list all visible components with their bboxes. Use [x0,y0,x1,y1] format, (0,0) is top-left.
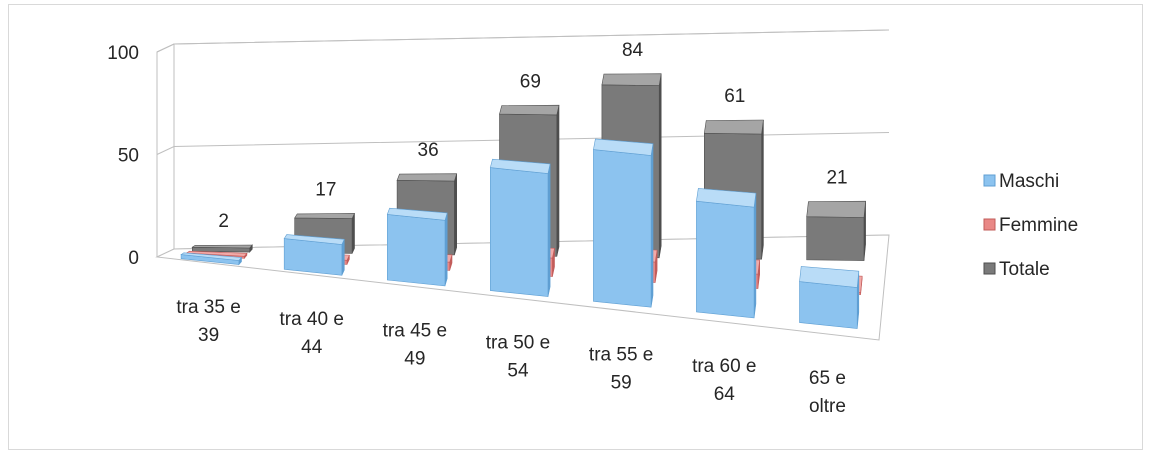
legend-label: Femmine [999,215,1078,236]
x-tick-label: tra 35 e 39 [176,297,240,346]
x-tick-label: tra 40 e 44 [279,309,343,358]
bar-top [806,200,866,218]
bar-top [180,252,243,261]
bar-maschi-5 [696,188,757,319]
x-tick-label: tra 55 e 59 [589,344,653,393]
data-label: 69 [520,71,541,92]
chart-labels: 2 17 36 69 84 61 21 tra 35 e 39 tra 40 e 44 tra 45 … [176,40,847,417]
bar-maschi-2 [386,207,448,287]
bar-top [489,158,551,174]
bar-totale-6 [806,200,866,261]
legend-item-maschi: Maschi [983,171,1059,192]
x-tick-label: tra 60 e 64 [692,356,756,405]
x-tick-label: tra 45 e 49 [383,321,447,370]
bar-maschi-4 [593,138,654,308]
chart-area: 0 50 100 2 17 36 69 84 61 21 tra 35 e 39 tra 40 e 44… [8,4,1143,450]
bar-top [283,234,345,245]
legend-item-femmine: Femmine [983,215,1078,236]
data-label: 21 [826,167,847,188]
chart-bars [180,73,866,329]
bar-maschi-1 [283,234,345,276]
bar-top [696,188,757,208]
bar-front [386,214,446,287]
bar-top [396,173,458,182]
bar-front [283,238,343,276]
bar-front [799,281,858,329]
data-label: 84 [622,40,644,61]
bar-top [499,104,560,116]
bar-maschi-0 [180,252,243,266]
bar-front [489,167,549,297]
bar-top [703,119,764,135]
legend-swatch [983,218,996,231]
x-tick-label: 65 e oltre [809,368,846,417]
bar-side [341,239,345,276]
data-label: 36 [418,140,439,161]
bar-top [386,207,448,221]
data-label: 61 [724,86,745,107]
bar-top [601,73,662,86]
bar-side [454,173,458,255]
bar-side [547,163,551,297]
bar-top [799,266,860,288]
y-tick-label: 0 [128,248,139,269]
bar-maschi-3 [489,158,551,297]
bar-maschi-6 [799,266,860,329]
bar-front [806,216,865,261]
bar-side [351,213,355,254]
y-tick-label: 50 [118,146,139,167]
bar-totale-0 [191,244,253,253]
x-tick-label: tra 50 e 54 [486,333,550,382]
chart-3d-column: 0 50 100 2 17 36 69 84 61 21 tra 35 e 39 tra 40 e 44… [107,29,1078,417]
legend-swatch [983,174,996,187]
bar-side [444,212,448,286]
legend-label: Maschi [999,171,1059,192]
bar-front [696,200,755,319]
data-label: 2 [218,211,229,232]
chart-legend: Maschi Femmine Totale [983,171,1078,280]
bar-top [185,250,248,257]
bar-top [191,244,253,249]
bar-side [556,105,560,257]
y-tick-label: 100 [107,43,139,64]
bar-front [593,149,652,308]
bar-top [294,213,355,219]
legend-item-totale: Totale [983,259,1050,280]
data-label: 17 [315,180,336,201]
bar-top [593,138,654,156]
legend-label: Totale [999,259,1050,280]
gridline [156,29,890,53]
legend-swatch [983,262,996,275]
